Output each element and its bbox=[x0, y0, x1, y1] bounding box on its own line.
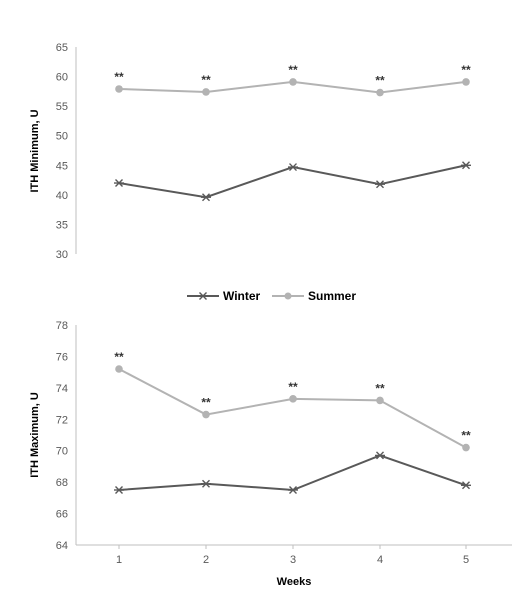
top-significance-mark: ** bbox=[201, 73, 211, 87]
top-summer-point bbox=[462, 78, 470, 86]
bottom-x-tick-label: 2 bbox=[203, 554, 209, 566]
top-y-tick-label: 35 bbox=[56, 219, 68, 231]
bottom-winter-point bbox=[114, 486, 124, 494]
top-summer-point bbox=[289, 78, 297, 86]
top-y-tick-label: 40 bbox=[56, 190, 68, 202]
bottom-x-tick-label: 4 bbox=[377, 554, 383, 566]
top-winter-point bbox=[375, 180, 385, 189]
top-significance-mark: ** bbox=[375, 74, 385, 88]
top-y-tick-label: 30 bbox=[56, 249, 68, 261]
bottom-winter-line bbox=[118, 454, 467, 492]
bottom-y-tick-label: 74 bbox=[56, 383, 68, 395]
legend: Winter Summer bbox=[187, 289, 356, 303]
top-winter-point bbox=[201, 193, 211, 202]
top-winter-line bbox=[118, 164, 467, 199]
bottom-x-tick-label: 3 bbox=[290, 554, 296, 566]
bottom-x-tick-label: 1 bbox=[116, 554, 122, 566]
bottom-series bbox=[114, 365, 471, 494]
top-y-tick-label: 55 bbox=[56, 101, 68, 113]
bottom-x-axis-title: Weeks bbox=[277, 576, 312, 588]
bottom-y-tick-label: 66 bbox=[56, 509, 68, 521]
top-significance-mark: ** bbox=[461, 63, 471, 77]
bottom-significance-mark: ** bbox=[114, 350, 124, 364]
bottom-y-tick-label: 78 bbox=[56, 320, 68, 332]
legend-summer-marker bbox=[284, 292, 292, 300]
legend-item-winter: Winter bbox=[187, 289, 261, 303]
bottom-significance-mark: ** bbox=[201, 396, 211, 410]
bottom-summer-point bbox=[376, 396, 384, 405]
top-winter-point bbox=[461, 161, 471, 170]
bottom-summer-point bbox=[289, 395, 297, 403]
bottom-summer-point bbox=[115, 365, 123, 373]
legend-summer-label: Summer bbox=[308, 289, 356, 303]
bottom-x-ticks: 1 2 3 4 5 bbox=[116, 545, 469, 566]
top-annotations: ** ** ** ** ** bbox=[114, 63, 471, 88]
bottom-chart: ITH Maximum, U Weeks 64 66 68 70 72 74 76 78 1 2… bbox=[29, 320, 512, 588]
legend-winter-marker bbox=[198, 292, 208, 300]
legend-winter-label: Winter bbox=[223, 289, 261, 303]
bottom-winter-point bbox=[375, 451, 385, 460]
top-winter-point bbox=[288, 163, 298, 172]
bottom-significance-mark: ** bbox=[375, 381, 385, 395]
bottom-y-ticks: 64 66 68 70 72 74 76 78 bbox=[56, 320, 68, 552]
bottom-winter-point bbox=[461, 481, 471, 490]
bottom-summer-point bbox=[202, 410, 210, 419]
legend-item-summer: Summer bbox=[272, 289, 356, 303]
top-y-tick-label: 65 bbox=[56, 42, 68, 54]
bottom-y-tick-label: 72 bbox=[56, 414, 68, 426]
bottom-y-tick-label: 68 bbox=[56, 477, 68, 489]
bottom-winter-point bbox=[288, 486, 298, 494]
bottom-significance-mark: ** bbox=[288, 380, 298, 394]
top-series bbox=[114, 78, 471, 202]
bottom-y-axis-title: ITH Maximum, U bbox=[29, 392, 41, 478]
bottom-x-tick-label: 5 bbox=[463, 554, 469, 566]
top-y-tick-label: 60 bbox=[56, 72, 68, 84]
bottom-y-tick-label: 70 bbox=[56, 446, 68, 458]
top-summer-point bbox=[376, 88, 384, 97]
bottom-y-tick-label: 76 bbox=[56, 351, 68, 363]
top-winter-point bbox=[114, 179, 124, 188]
bottom-winter-point bbox=[201, 479, 211, 488]
top-y-tick-label: 45 bbox=[56, 160, 68, 172]
top-significance-mark: ** bbox=[288, 63, 298, 77]
top-summer-point bbox=[115, 85, 123, 93]
top-y-axis-title: ITH Minimum, U bbox=[29, 109, 41, 192]
bottom-summer-point bbox=[462, 443, 470, 452]
top-significance-mark: ** bbox=[114, 70, 124, 84]
bottom-annotations: ** ** ** ** ** bbox=[114, 350, 471, 443]
bottom-y-tick-label: 64 bbox=[56, 540, 68, 552]
top-y-ticks: 30 35 40 45 50 55 60 65 bbox=[56, 42, 68, 261]
top-summer-point bbox=[202, 88, 210, 96]
top-y-tick-label: 50 bbox=[56, 131, 68, 143]
bottom-significance-mark: ** bbox=[461, 429, 471, 443]
